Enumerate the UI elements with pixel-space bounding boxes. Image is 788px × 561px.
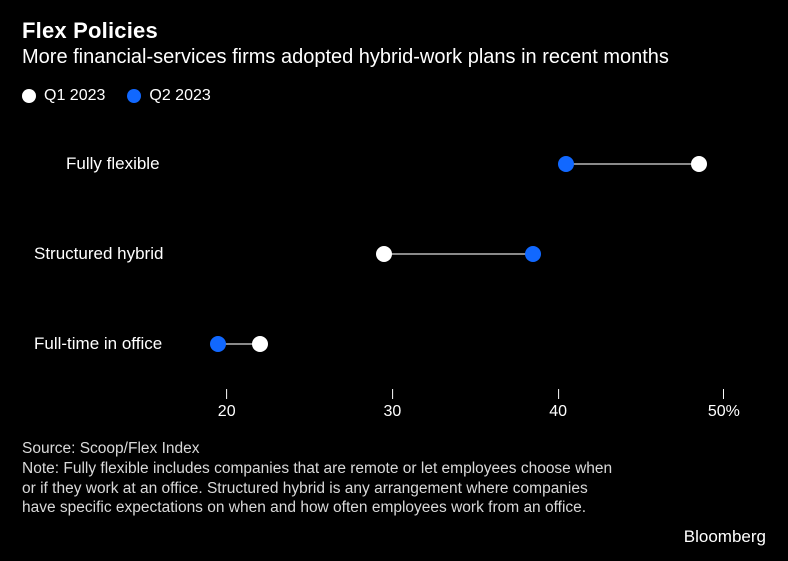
marker-q1	[252, 336, 268, 352]
category-label: Structured hybrid	[34, 244, 163, 264]
source-line: Source: Scoop/Flex Index	[22, 439, 766, 459]
marker-q1	[376, 246, 392, 262]
x-tick: 20	[218, 389, 236, 421]
x-tick: 40	[549, 389, 567, 421]
marker-q2	[558, 156, 574, 172]
marker-q2	[210, 336, 226, 352]
chart-subtitle: More financial-services firms adopted hy…	[22, 46, 766, 69]
tick-label: 30	[384, 403, 402, 421]
tick-mark	[392, 389, 393, 399]
tick-label: 20	[218, 403, 236, 421]
x-axis: 20 30 40 50%	[22, 389, 766, 433]
chart-title: Flex Policies	[22, 18, 766, 44]
note-line: Note: Fully flexible includes companies …	[22, 459, 622, 518]
chart-legend: Q1 2023 Q2 2023	[22, 87, 766, 105]
x-tick: 50%	[708, 389, 740, 421]
chart-row: Full-time in office	[22, 299, 766, 389]
chart-row: Fully flexible	[22, 119, 766, 209]
x-tick: 30	[384, 389, 402, 421]
tick-label: 40	[549, 403, 567, 421]
legend-item-q1: Q1 2023	[22, 87, 105, 105]
tick-mark	[723, 389, 724, 399]
legend-swatch-q2	[127, 89, 141, 103]
tick-mark	[558, 389, 559, 399]
tick-mark	[226, 389, 227, 399]
tick-label: 50%	[708, 403, 740, 421]
chart-row: Structured hybrid	[22, 209, 766, 299]
category-label: Fully flexible	[66, 154, 160, 174]
attribution: Bloomberg	[684, 527, 766, 547]
legend-label-q2: Q2 2023	[149, 87, 210, 105]
chart-frame: Flex Policies More financial-services fi…	[0, 0, 788, 561]
category-label: Full-time in office	[34, 334, 162, 354]
connector-line	[384, 253, 533, 255]
legend-item-q2: Q2 2023	[127, 87, 210, 105]
marker-q1	[691, 156, 707, 172]
marker-q2	[525, 246, 541, 262]
legend-swatch-q1	[22, 89, 36, 103]
connector-line	[566, 163, 699, 165]
plot-area: Fully flexible Structured hybrid Full-time…	[22, 119, 766, 389]
legend-label-q1: Q1 2023	[44, 87, 105, 105]
chart-footer: Source: Scoop/Flex Index Note: Fully fle…	[22, 439, 766, 518]
